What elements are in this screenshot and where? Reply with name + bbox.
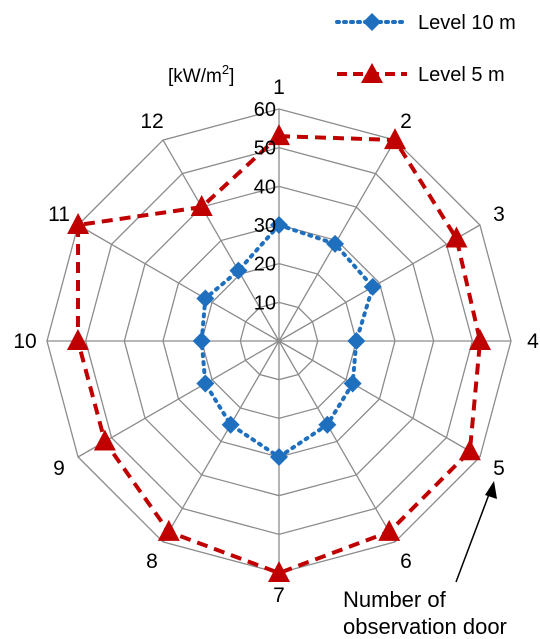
series-1: [192, 216, 382, 466]
series-layer: [66, 124, 492, 582]
data-point-s1-8: [221, 415, 240, 434]
data-point-s1-1: [270, 216, 288, 234]
category-label-5: 5: [493, 457, 505, 480]
radial-tick-30: 30: [254, 215, 276, 237]
category-label-10: 10: [13, 330, 36, 353]
data-point-s1-9: [196, 374, 215, 393]
annotation-arrow-head: [485, 481, 497, 499]
legend-item-level-5m: Level 5 m: [337, 63, 505, 86]
data-point-s1-2: [326, 234, 345, 253]
radial-tick-20: 20: [254, 254, 276, 276]
spoke-5: [278, 340, 481, 458]
category-label-11: 11: [48, 203, 70, 226]
category-label-3: 3: [493, 203, 505, 226]
radial-tick-10: 10: [254, 292, 276, 314]
category-label-9: 9: [53, 457, 65, 480]
data-point-s1-10: [192, 332, 211, 350]
legend-marker-triangle: [361, 63, 383, 83]
data-point-s2-7: [268, 561, 290, 582]
series-2: [66, 124, 492, 582]
radial-tick-40: 40: [254, 176, 276, 198]
data-point-s1-4: [347, 332, 366, 350]
data-point-s2-1: [268, 124, 290, 146]
annotation-line-1: Number of: [343, 587, 447, 612]
data-point-s1-6: [318, 415, 337, 434]
category-label-12: 12: [140, 110, 163, 133]
radar-spokes: [47, 109, 511, 573]
category-label-7: 7: [273, 584, 285, 607]
radial-tick-50: 50: [254, 138, 276, 160]
spoke-12: [162, 139, 280, 342]
data-point-s2-5: [458, 439, 481, 461]
category-label-2: 2: [400, 110, 412, 133]
data-point-s2-4: [469, 329, 492, 350]
observation-door-annotation: Number of observation door: [343, 481, 507, 639]
spoke-11: [77, 224, 280, 342]
legend-label-level-5m: Level 5 m: [418, 64, 505, 86]
data-point-s1-7: [270, 448, 288, 466]
category-label-4: 4: [527, 330, 539, 353]
category-label-8: 8: [146, 550, 158, 573]
category-label-1: 1: [273, 76, 285, 99]
data-point-s1-3: [363, 277, 382, 296]
data-point-s1-11: [196, 289, 215, 308]
annotation-line-2: observation door: [343, 614, 507, 639]
data-point-s2-12: [190, 195, 213, 217]
category-label-6: 6: [400, 550, 412, 573]
legend-item-level-10m: Level 10 m: [335, 12, 516, 34]
data-point-s2-2: [384, 128, 406, 150]
annotation-arrow-line: [455, 488, 492, 583]
data-point-s1-12: [229, 261, 248, 280]
data-point-s2-8: [157, 519, 180, 541]
legend-label-level-10m: Level 10 m: [418, 12, 516, 34]
data-point-s2-3: [445, 226, 468, 248]
data-point-s2-9: [93, 429, 116, 451]
spoke-3: [278, 224, 481, 342]
unit-label: [kW/m2]: [168, 62, 234, 87]
data-point-s2-11: [67, 213, 90, 234]
data-point-s2-6: [378, 519, 401, 541]
spoke-6: [278, 340, 396, 543]
spoke-8: [162, 340, 280, 543]
legend-marker-diamond: [363, 13, 381, 31]
data-point-s2-10: [66, 329, 89, 350]
radial-tick-60: 60: [254, 99, 276, 121]
data-point-s1-5: [343, 374, 362, 393]
radial-tick-labels: 10 20 30 40 50 60: [254, 99, 276, 314]
spoke-9: [77, 340, 280, 458]
legend: Level 10 m Level 5 m: [335, 12, 516, 86]
